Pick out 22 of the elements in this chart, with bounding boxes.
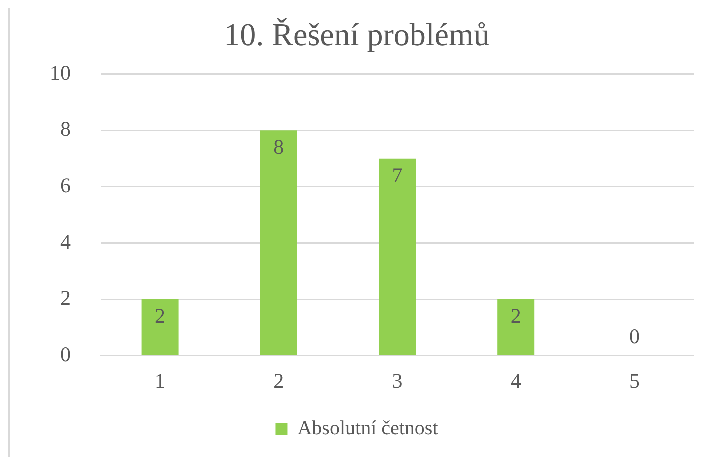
data-label: 2 <box>510 304 522 328</box>
chart-title: 10. Řešení problémů <box>224 16 490 53</box>
x-tick-label: 1 <box>155 368 166 393</box>
bar <box>498 300 535 356</box>
y-tick-label: 6 <box>60 173 71 198</box>
x-tick-label: 3 <box>392 368 403 393</box>
x-tick-label: 4 <box>510 368 522 393</box>
data-label: 8 <box>274 135 284 160</box>
y-tick-label: 8 <box>60 117 71 142</box>
data-label: 2 <box>155 304 166 328</box>
data-label: 7 <box>392 163 403 188</box>
y-tick-label: 4 <box>60 230 72 254</box>
x-tick-label: 5 <box>629 368 640 393</box>
y-tick-label: 0 <box>60 342 71 366</box>
legend-label: Absolutní četnost <box>298 417 439 440</box>
x-tick-label: 2 <box>274 368 284 393</box>
y-tick-label: 2 <box>60 286 71 310</box>
bar <box>379 158 416 356</box>
y-tick-label: 10 <box>50 60 71 85</box>
bar <box>142 300 179 356</box>
bar <box>260 130 298 356</box>
data-label: 0 <box>629 324 640 348</box>
